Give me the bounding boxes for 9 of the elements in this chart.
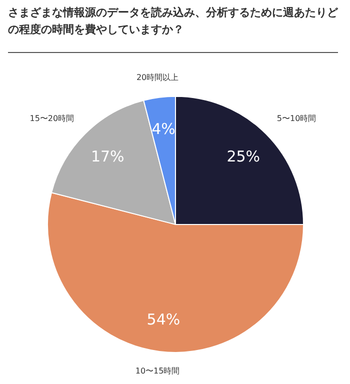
data-label: 17% [90, 148, 124, 166]
data-label: 54% [146, 310, 180, 329]
slice-label: 15〜20時間 [30, 114, 74, 124]
data-label: 25% [226, 148, 260, 166]
slice-label: 5〜10時間 [276, 114, 316, 124]
slice-label: 10〜15時間 [135, 366, 180, 376]
data-label: 4% [152, 120, 176, 138]
chart-title: さまざまな情報源のデータを読み込み、分析するために週あたりどの程度の時間を費やしていますか？ [8, 5, 338, 38]
slice-label: 20時間以上 [136, 73, 179, 82]
